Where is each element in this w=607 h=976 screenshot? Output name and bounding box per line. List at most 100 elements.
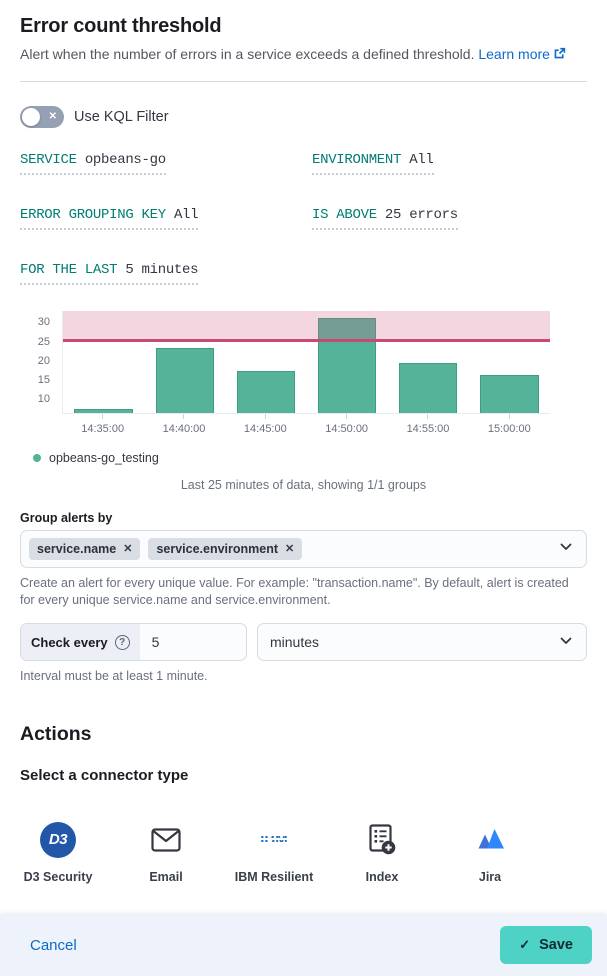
expression-for-the-last[interactable]: FOR THE LAST 5 minutes [20, 262, 199, 285]
connector-card-index[interactable]: Index [328, 821, 436, 884]
kql-filter-row: ✕ Use KQL Filter [20, 106, 587, 128]
rule-description-text: Alert when the number of errors in a ser… [20, 46, 475, 62]
expression-cell: ENVIRONMENT All [312, 150, 587, 175]
x-tick-label: 15:00:00 [469, 414, 550, 435]
kql-filter-toggle[interactable]: ✕ [20, 106, 64, 128]
pill-close-icon[interactable]: ✕ [123, 542, 133, 555]
connector-card-d3[interactable]: D3 D3 Security [4, 821, 112, 884]
interval-help: Interval must be at least 1 minute. [20, 669, 208, 683]
y-tick-label: 15 [37, 373, 50, 386]
jira-icon [478, 828, 504, 848]
chart-x-labels: 14:35:00 14:40:00 14:45:00 14:50:00 14:55:00… [62, 414, 550, 435]
expression-value: 25 errors [384, 207, 458, 223]
x-tick-mark [183, 414, 185, 419]
chart-plot [62, 311, 550, 414]
expression-value: opbeans-go [84, 152, 166, 168]
expression-service[interactable]: SERVICE opbeans-go [20, 152, 166, 175]
x-tick-text: 14:50:00 [325, 423, 369, 435]
x-tick-label: 14:50:00 [306, 414, 387, 435]
group-alerts-combobox[interactable]: service.name ✕ service.environment ✕ [20, 530, 587, 568]
check-every-control: Check every ? [20, 623, 247, 661]
chart-y-axis: 10 15 20 25 30 [20, 311, 62, 414]
group-by-pill[interactable]: service.environment ✕ [148, 538, 303, 560]
chart-bar-slot [144, 311, 225, 413]
cancel-button[interactable]: Cancel [30, 936, 77, 954]
d3-security-icon: D3 [40, 821, 76, 858]
rule-flyout: Error count threshold Alert when the num… [4, 15, 587, 884]
x-tick-text: 14:40:00 [162, 423, 206, 435]
x-tick-mark [508, 414, 510, 419]
pill-close-icon[interactable]: ✕ [285, 542, 295, 555]
x-tick-mark [264, 414, 266, 419]
legend-dot [33, 454, 41, 462]
connector-card-jira[interactable]: Jira [436, 821, 544, 884]
x-tick-mark [102, 414, 104, 419]
expression-cell: SERVICE opbeans-go [20, 150, 312, 175]
expression-label: SERVICE [20, 152, 85, 168]
chart-bar-slot [225, 311, 306, 413]
x-tick-text: 15:00:00 [487, 423, 531, 435]
connector-icon-box [474, 821, 507, 859]
expression-label: FOR THE LAST [20, 262, 126, 278]
help-icon[interactable]: ? [114, 634, 130, 650]
chevron-down-icon [558, 633, 574, 652]
connector-card-ibm[interactable]: IBM IBM Resilient [220, 821, 328, 884]
save-button[interactable]: ✓ Save [500, 926, 592, 964]
pill-label: service.environment [156, 542, 279, 556]
check-every-label: Check every [31, 634, 108, 650]
chart-caption: Last 25 minutes of data, showing 1/1 gro… [180, 478, 427, 492]
x-tick-label: 14:35:00 [62, 414, 143, 435]
index-icon [368, 824, 395, 855]
expression-value: All [173, 207, 199, 223]
ibm-resilient-icon: IBM [258, 831, 290, 848]
x-tick-mark [427, 414, 429, 419]
connector-icon-box [151, 821, 181, 859]
expression-error-grouping-key[interactable]: ERROR GROUPING KEY All [20, 207, 199, 230]
expression-value: 5 minutes [125, 262, 199, 278]
expression-is-above[interactable]: IS ABOVE 25 errors [312, 207, 458, 230]
connector-icon-box: D3 [40, 821, 76, 859]
expression-cell: IS ABOVE 25 errors [312, 205, 587, 230]
x-tick-label: 14:55:00 [387, 414, 468, 435]
connector-icon-box: IBM [258, 821, 290, 859]
check-every-input[interactable] [139, 624, 220, 660]
interval-unit-value: minutes [270, 634, 320, 650]
expression-value: All [409, 152, 434, 168]
interval-unit-select[interactable]: minutes [257, 623, 587, 661]
chart-bar-slot [388, 311, 469, 413]
learn-more-link[interactable]: Learn more [478, 46, 566, 62]
connector-label: D3 Security [23, 869, 93, 884]
rule-description: Alert when the number of errors in a ser… [20, 44, 587, 65]
x-tick-label: 14:40:00 [143, 414, 224, 435]
legend-label: opbeans-go_testing [49, 451, 159, 465]
y-tick-label: 10 [37, 392, 50, 405]
connector-icon-box [368, 821, 396, 859]
expression-label: IS ABOVE [312, 207, 385, 223]
toggle-off-icon: ✕ [48, 111, 57, 122]
connector-type-subtitle: Select a connector type [20, 766, 189, 784]
flyout-footer: Cancel ✓ Save [0, 914, 607, 976]
group-by-pill[interactable]: service.name ✕ [29, 538, 141, 560]
actions-title: Actions [20, 722, 92, 745]
chart-bar [480, 374, 539, 413]
chart-legend[interactable]: opbeans-go_testing [33, 451, 587, 465]
x-tick-text: 14:55:00 [406, 423, 450, 435]
divider [20, 81, 587, 82]
check-every-prepend: Check every ? [21, 624, 140, 660]
chart-bar [236, 371, 296, 413]
connector-label: Jira [478, 869, 502, 884]
chart-bar [317, 317, 377, 413]
connector-label: Email [149, 869, 183, 884]
expression-fields: SERVICE opbeans-go ENVIRONMENT All ERROR G… [20, 150, 587, 285]
chevron-down-icon[interactable] [558, 539, 574, 560]
chart-bars [63, 311, 550, 413]
x-tick-label: 14:45:00 [225, 414, 306, 435]
connector-label: Index [365, 869, 399, 884]
expression-cell: FOR THE LAST 5 minutes [20, 260, 312, 285]
chart-bar-slot [307, 311, 388, 413]
chart-bar [155, 348, 214, 413]
expression-environment[interactable]: ENVIRONMENT All [312, 152, 434, 175]
preview-chart: 10 15 20 25 30 14:35:00 14:40:00 14:45:00 14:50… [20, 311, 550, 435]
email-icon [151, 827, 181, 852]
connector-card-email[interactable]: Email [112, 821, 220, 884]
